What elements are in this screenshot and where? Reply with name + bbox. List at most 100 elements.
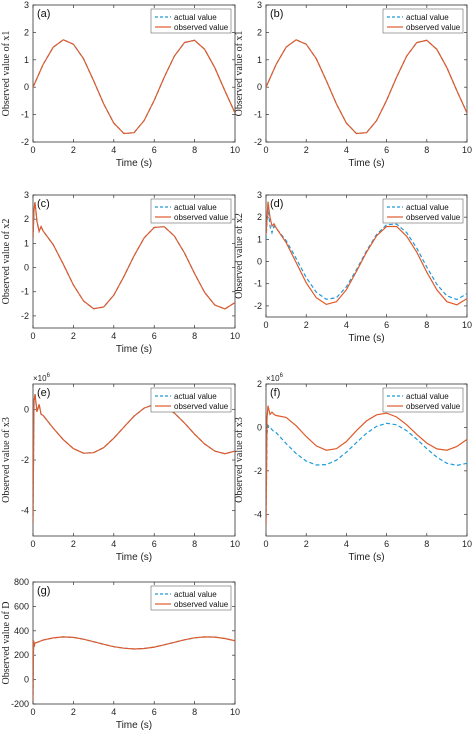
panel-b-x-tick-label: 4 bbox=[344, 145, 349, 155]
panel-b-y-tick-label: 2 bbox=[257, 27, 262, 37]
panel-b-legend-entry: actual value bbox=[406, 13, 449, 22]
panel-g-y-tick-label: -200 bbox=[11, 699, 29, 709]
panel-e-panel-label: (e) bbox=[37, 387, 50, 399]
panel-f-y-tick-label: 0 bbox=[257, 422, 262, 432]
panel-d-legend-entry: observed value bbox=[406, 213, 461, 222]
panel-f-x-tick-label: 2 bbox=[304, 539, 309, 549]
panel-g-panel-label: (g) bbox=[37, 585, 50, 597]
panel-e-x-tick-label: 4 bbox=[111, 539, 116, 549]
panel-b-x-tick-label: 6 bbox=[384, 145, 389, 155]
panel-c-y-tick-label: -2 bbox=[21, 311, 29, 321]
panel-d-actual-value-line bbox=[266, 206, 467, 301]
panel-d-x-tick-label: 0 bbox=[263, 320, 268, 330]
panel-e-legend-entry: observed value bbox=[174, 402, 229, 411]
panel-b-y-tick-label: 3 bbox=[257, 0, 262, 10]
panel-b-x-tick-label: 2 bbox=[304, 145, 309, 155]
panel-a-panel-label: (a) bbox=[37, 8, 50, 20]
panel-b-chart: 0 2 4 6 8 10 -2 -1 0 1 2 3 Time (s) Observed value of… bbox=[234, 0, 472, 169]
panel-c-x-tick-label: 6 bbox=[152, 331, 157, 341]
panel-e-y-tick-label: -2 bbox=[21, 455, 29, 465]
panel-d-x-tick-label: 6 bbox=[384, 320, 389, 330]
panel-d-legend-entry: actual value bbox=[406, 203, 449, 212]
panel-f-legend-box bbox=[382, 387, 464, 413]
panel-c-x-tick-label: 0 bbox=[30, 331, 35, 341]
panel-c-x-tick-label: 4 bbox=[111, 331, 116, 341]
panel-g-legend-entry: actual value bbox=[174, 590, 217, 599]
panel-c-chart: 0 2 4 6 8 10 -2 -1 0 1 2 3 Time (s) Observed value of… bbox=[1, 190, 240, 355]
panel-a-y-tick-label: 3 bbox=[24, 0, 29, 10]
panel-g-y-axis-label: Observed value of D bbox=[1, 601, 12, 684]
panel-c-y-axis-label: Observed value of x2 bbox=[1, 219, 12, 305]
panel-c-legend-entry: observed value bbox=[174, 213, 229, 222]
panel-e-x-tick-label: 2 bbox=[71, 539, 76, 549]
panel-e-exponent-label: ×106 bbox=[33, 373, 51, 383]
panel-a-x-tick-label: 10 bbox=[230, 145, 240, 155]
panel-b-x-tick-label: 0 bbox=[263, 145, 268, 155]
panel-c-y-tick-label: -1 bbox=[21, 287, 29, 297]
panel-b-y-tick-label: -2 bbox=[254, 137, 262, 147]
panel-f-observed-value-line bbox=[266, 405, 467, 526]
panel-e-chart: 0 2 4 6 8 10 -4 -2 0 ×106 Time (s) Observed value o… bbox=[1, 373, 240, 563]
panel-d-y-tick-label: 1 bbox=[257, 234, 262, 244]
panel-a-legend-entry: observed value bbox=[174, 23, 229, 32]
panel-g-x-tick-label: 6 bbox=[152, 707, 157, 717]
panel-a-observed-value-line bbox=[33, 39, 235, 135]
panel-d-x-axis-label: Time (s) bbox=[348, 333, 384, 344]
panel-e-y-axis-label: Observed value of x3 bbox=[1, 417, 12, 503]
panel-a-y-tick-label: -2 bbox=[21, 137, 29, 147]
panel-f-actual-value-line bbox=[266, 422, 467, 526]
panel-c-x-axis-label: Time (s) bbox=[116, 344, 152, 355]
panel-b-y-tick-label: 0 bbox=[257, 82, 262, 92]
panel-f-x-tick-label: 6 bbox=[384, 539, 389, 549]
panel-g-y-tick-label: 0 bbox=[24, 675, 29, 685]
panel-b-x-tick-label: 8 bbox=[424, 145, 429, 155]
panel-e-y-tick-label: 0 bbox=[24, 404, 29, 414]
panel-c-x-tick-label: 2 bbox=[71, 331, 76, 341]
panel-a-x-tick-label: 6 bbox=[152, 145, 157, 155]
panel-d-panel-label: (d) bbox=[270, 198, 283, 210]
panel-a-legend-entry: actual value bbox=[174, 13, 217, 22]
panel-a-y-tick-label: -1 bbox=[21, 110, 29, 120]
panel-c-x-tick-label: 10 bbox=[230, 331, 240, 341]
panel-b-x-axis-label: Time (s) bbox=[348, 158, 384, 169]
panel-a-chart: 0 2 4 6 8 10 -2 -1 0 1 2 3 Time (s) Observed value of… bbox=[1, 0, 240, 169]
panel-g-x-tick-label: 10 bbox=[230, 707, 240, 717]
panel-a-x-tick-label: 8 bbox=[192, 145, 197, 155]
panel-f-x-tick-label: 10 bbox=[462, 539, 472, 549]
panel-f-y-tick-label: 2 bbox=[257, 379, 262, 389]
panel-a-y-axis-label: Observed value of x1 bbox=[1, 31, 12, 117]
panel-f-x-tick-label: 4 bbox=[344, 539, 349, 549]
panel-a-x-tick-label: 0 bbox=[30, 145, 35, 155]
panel-e-x-tick-label: 0 bbox=[30, 539, 35, 549]
panel-a-legend-box bbox=[150, 8, 232, 34]
panel-e-observed-value-line bbox=[33, 394, 235, 524]
panel-c-y-tick-label: 1 bbox=[24, 238, 29, 248]
panel-b-x-tick-label: 10 bbox=[462, 145, 472, 155]
panel-f-legend-entry: actual value bbox=[406, 392, 449, 401]
panel-d-y-tick-label: 0 bbox=[257, 257, 262, 267]
panel-g-x-tick-label: 0 bbox=[30, 707, 35, 717]
panel-c-y-tick-label: 3 bbox=[24, 190, 29, 200]
panel-g-legend-entry: observed value bbox=[174, 600, 229, 609]
panel-g-y-tick-label: 800 bbox=[14, 577, 29, 587]
panel-f-y-axis-label: Observed value of x3 bbox=[234, 417, 245, 503]
panel-f-panel-label: (f) bbox=[270, 387, 280, 399]
panel-d-y-tick-label: -2 bbox=[254, 301, 262, 311]
panel-a-y-tick-label: 1 bbox=[24, 55, 29, 65]
panel-f-chart: 0 2 4 6 8 10 -4 -2 0 2 ×106 Time (s) Observed value … bbox=[234, 373, 472, 563]
panel-c-legend-entry: actual value bbox=[174, 203, 217, 212]
panel-d-y-tick-label: 3 bbox=[257, 190, 262, 200]
panel-b-panel-label: (b) bbox=[270, 8, 283, 20]
panel-a-x-tick-label: 4 bbox=[111, 145, 116, 155]
panel-e-x-tick-label: 8 bbox=[192, 539, 197, 549]
panel-f-x-tick-label: 0 bbox=[263, 539, 268, 549]
panel-b-observed-value-line bbox=[266, 39, 467, 135]
